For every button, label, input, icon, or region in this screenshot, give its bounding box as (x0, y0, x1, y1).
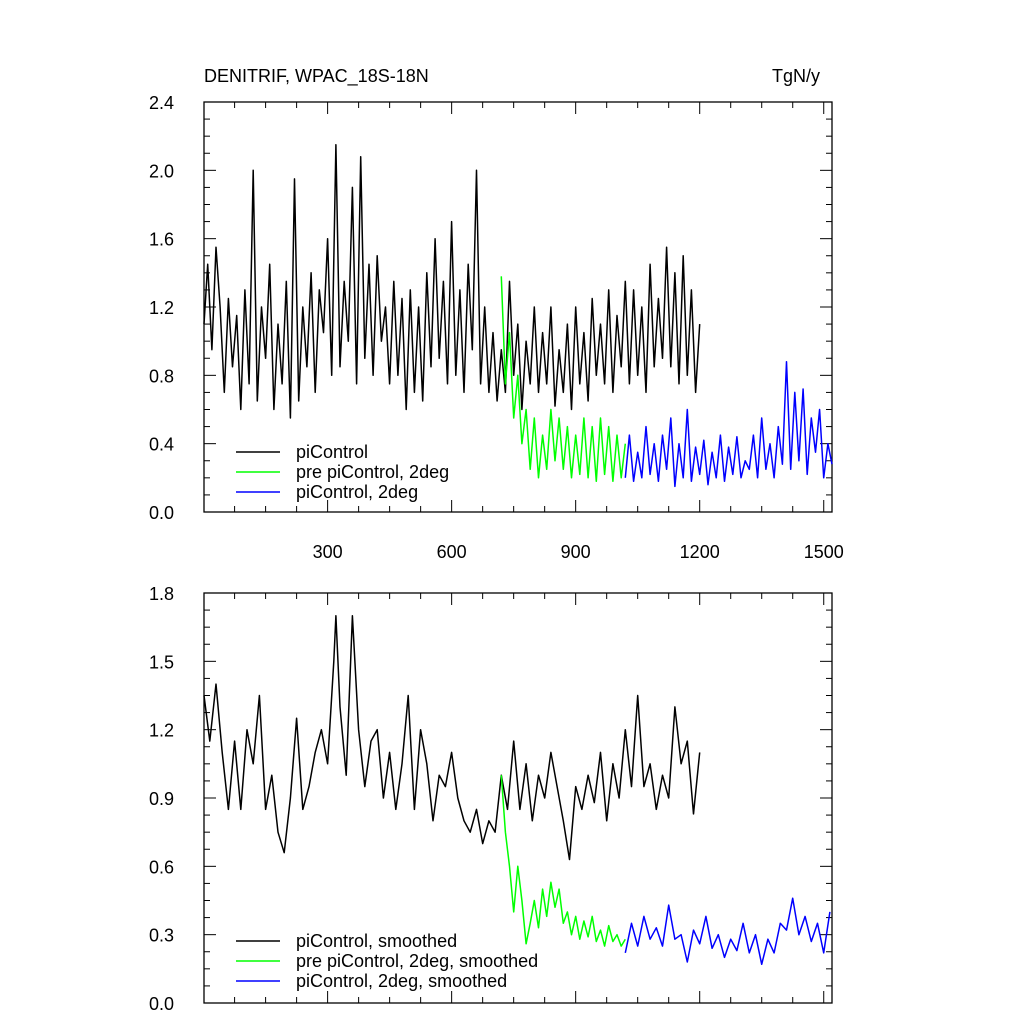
legend-label: pre piControl, 2deg (296, 462, 449, 482)
y-tick-label: 0.9 (149, 789, 174, 809)
y-tick-label: 1.5 (149, 652, 174, 672)
x-tick-label: 300 (313, 542, 343, 562)
x-tick-label: 1500 (804, 542, 844, 562)
y-tick-label: 0.8 (149, 366, 174, 386)
top-panel-units: TgN/y (772, 66, 820, 86)
y-tick-label: 0.6 (149, 857, 174, 877)
x-tick-label: 900 (561, 542, 591, 562)
y-tick-label: 2.0 (149, 161, 174, 181)
top-panel-title: DENITRIF, WPAC_18S-18N (204, 66, 429, 87)
y-tick-label: 1.8 (149, 584, 174, 604)
y-tick-label: 0.4 (149, 435, 174, 455)
y-tick-label: 1.6 (149, 230, 174, 250)
y-tick-label: 0.3 (149, 926, 174, 946)
y-tick-label: 0.0 (149, 994, 174, 1014)
x-tick-label: 1200 (680, 542, 720, 562)
legend-label: piControl, 2deg, smoothed (296, 971, 507, 991)
legend-label: piControl (296, 442, 368, 462)
x-tick-label: 600 (437, 542, 467, 562)
y-tick-label: 0.0 (149, 503, 174, 523)
legend-label: pre piControl, 2deg, smoothed (296, 951, 538, 971)
series-line-3 (624, 897, 831, 966)
y-tick-label: 1.2 (149, 721, 174, 741)
top-panel: DENITRIF, WPAC_18S-18N TgN/y 0.0 0.4 0.8 1.… (149, 66, 844, 562)
series-line-2 (500, 276, 627, 483)
series-line-1 (203, 615, 701, 861)
bottom-panel: 0.0 0.3 0.6 0.9 1.2 1.5 1.8 piControl, smoothed… (149, 584, 833, 1014)
legend-label: piControl, 2deg (296, 482, 418, 502)
series-line-2 (500, 775, 626, 947)
series-line-3 (624, 360, 833, 488)
series-line-1 (203, 143, 701, 419)
legend-label: piControl, smoothed (296, 931, 457, 951)
y-tick-label: 1.2 (149, 298, 174, 318)
y-tick-label: 2.4 (149, 93, 174, 113)
